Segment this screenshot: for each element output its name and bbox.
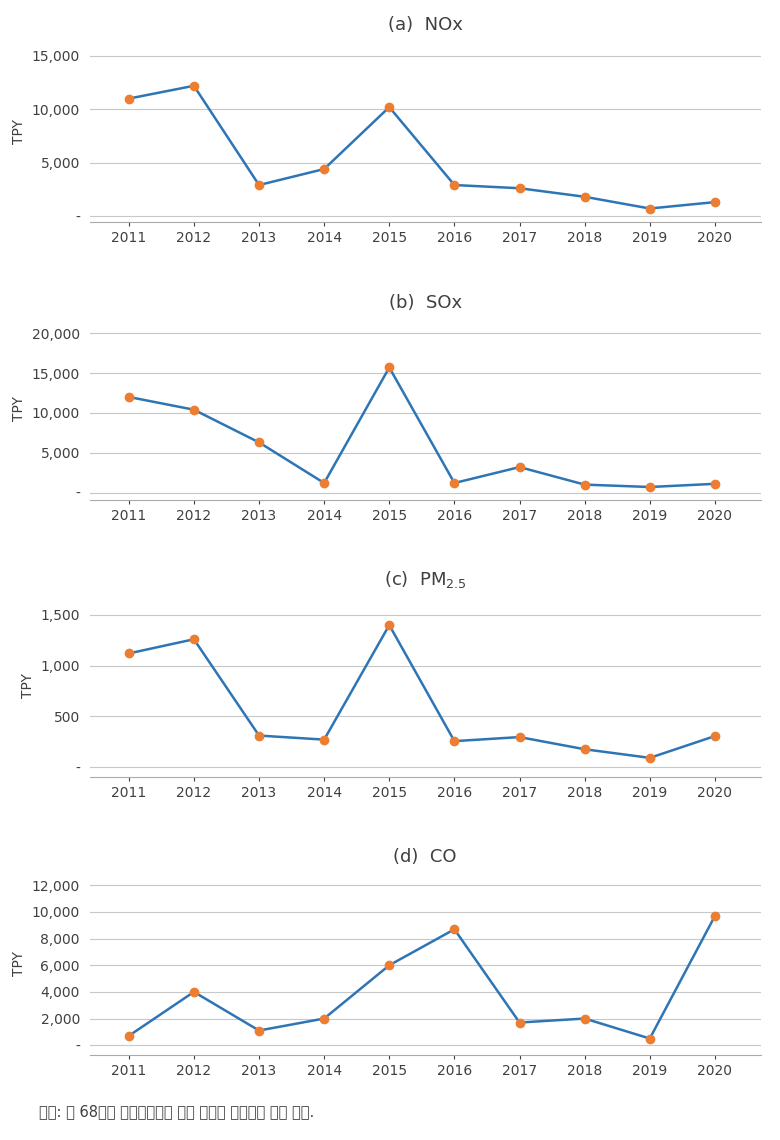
Y-axis label: TPY: TPY <box>12 396 27 421</box>
Title: (a)  NOx: (a) NOx <box>388 16 463 34</box>
Y-axis label: TPY: TPY <box>12 951 27 976</box>
Text: 자료: 열 68건의 환경영향평가 협의 실적을 바탕으로 저자 작성.: 자료: 열 68건의 환경영향평가 협의 실적을 바탕으로 저자 작성. <box>39 1105 314 1119</box>
Y-axis label: TPY: TPY <box>12 119 27 144</box>
Title: (c)  PM$_{2.5}$: (c) PM$_{2.5}$ <box>384 569 466 589</box>
Y-axis label: TPY: TPY <box>21 674 35 699</box>
Title: (d)  CO: (d) CO <box>393 848 457 866</box>
Title: (b)  SOx: (b) SOx <box>388 294 462 311</box>
